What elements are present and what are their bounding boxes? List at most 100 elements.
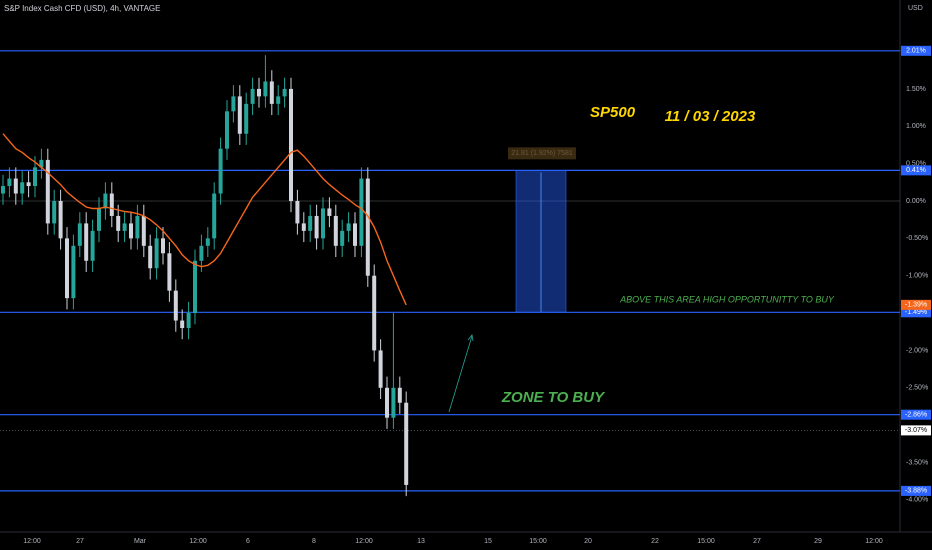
candle-body — [231, 96, 236, 112]
annotation: 11 / 03 / 2023 — [665, 108, 756, 125]
level-label: 2.01% — [906, 48, 926, 55]
level-label-bg — [901, 165, 931, 176]
x-tick-label: 27 — [76, 538, 84, 545]
candle-body — [205, 238, 210, 246]
candle-body — [257, 88, 261, 97]
level-label-bg — [901, 45, 931, 56]
candle-body — [20, 182, 25, 194]
candle-body — [52, 200, 57, 224]
y-tick-label: 0.50% — [906, 160, 926, 167]
candle-body — [116, 215, 121, 231]
y-tick-label: -0.50% — [906, 235, 928, 242]
y-tick-label: 1.00% — [906, 123, 926, 130]
candle-body — [314, 215, 319, 239]
candle-body — [295, 200, 300, 224]
current-label-bg — [901, 425, 931, 436]
x-tick-label: 12:00 — [355, 538, 373, 545]
candle-body — [212, 193, 217, 239]
candle-body — [26, 182, 31, 187]
candle-body — [346, 223, 351, 231]
x-tick-label: 15 — [484, 538, 492, 545]
candle-body — [109, 193, 114, 216]
candle-body — [129, 223, 133, 239]
candle-body — [237, 96, 242, 134]
candle-body — [193, 260, 197, 314]
candle-body — [71, 245, 76, 299]
candle-body — [365, 178, 370, 276]
candle-body — [308, 215, 313, 231]
candle-body — [321, 208, 325, 239]
candle-body — [404, 402, 409, 485]
candle-body — [269, 81, 274, 104]
annotation: ABOVE THIS AREA HIGH OPPORTUNITTY TO BUY — [619, 294, 835, 304]
x-tick-label: Mar — [134, 538, 147, 545]
candle-body — [90, 230, 95, 261]
candle-body — [359, 178, 364, 246]
x-tick-label: 12:00 — [865, 538, 883, 545]
candle-body — [276, 96, 281, 104]
candle-body — [186, 313, 191, 329]
candle-body — [84, 223, 89, 261]
candle-body — [167, 253, 172, 291]
candle-body — [103, 193, 108, 209]
chart-title: S&P Index Cash CFD (USD), 4h, VANTAGE — [4, 4, 161, 13]
candle-body — [135, 215, 140, 239]
candle-body — [141, 215, 146, 246]
candle-body — [301, 223, 306, 231]
candle-body — [173, 290, 178, 321]
candle-body — [148, 245, 153, 269]
candle-body — [327, 208, 332, 216]
candle-body — [397, 387, 402, 403]
arrow-head — [467, 334, 474, 342]
candle-body — [353, 223, 357, 246]
x-tick-label: 12:00 — [23, 538, 41, 545]
level-label: -3.88% — [905, 488, 927, 495]
candle-body — [250, 88, 255, 104]
position-label: 21.81 (1.92%) 7581 — [511, 150, 573, 157]
x-tick-label: 27 — [753, 538, 761, 545]
candle-body — [77, 223, 82, 246]
level-label: -1.49% — [905, 309, 927, 316]
level-label-bg — [901, 307, 931, 318]
y-tick-label: -2.00% — [906, 347, 928, 354]
candle-body — [333, 215, 338, 246]
candle-body — [65, 238, 69, 299]
ma-label: -1.39% — [905, 302, 927, 309]
candle-body — [13, 178, 18, 194]
y-tick-label: -2.50% — [906, 385, 928, 392]
annotation: ZONE TO BUY — [501, 389, 606, 406]
candle-body — [97, 208, 101, 231]
arrow — [448, 335, 473, 413]
x-tick-label: 15:00 — [697, 538, 715, 545]
level-label-bg — [901, 485, 931, 496]
x-tick-label: 8 — [312, 538, 316, 545]
moving-average — [2, 133, 407, 306]
candle-body — [263, 81, 268, 97]
candle-body — [391, 387, 396, 418]
y-tick-label: -4.00% — [906, 497, 928, 504]
y-tick-label: 0.00% — [906, 198, 926, 205]
candle-body — [244, 103, 249, 134]
currency: USD — [908, 5, 923, 12]
ma-label-bg — [901, 299, 931, 310]
candle-body — [340, 230, 345, 246]
candle-body — [218, 148, 223, 194]
candle-body — [33, 167, 37, 187]
candle-body — [7, 178, 12, 187]
candle-body — [289, 88, 293, 201]
x-tick-label: 15:00 — [529, 538, 547, 545]
candle-body — [199, 245, 204, 261]
y-tick-label: -1.00% — [906, 273, 928, 280]
x-tick-label: 22 — [651, 538, 659, 545]
candle-body — [180, 320, 185, 329]
candle-body — [45, 159, 50, 224]
candle-body — [154, 238, 159, 269]
level-label-bg — [901, 409, 931, 420]
x-tick-label: 13 — [417, 538, 425, 545]
annotation: SP500 — [590, 104, 636, 121]
candle-body — [1, 186, 5, 194]
candle-body — [122, 223, 127, 231]
